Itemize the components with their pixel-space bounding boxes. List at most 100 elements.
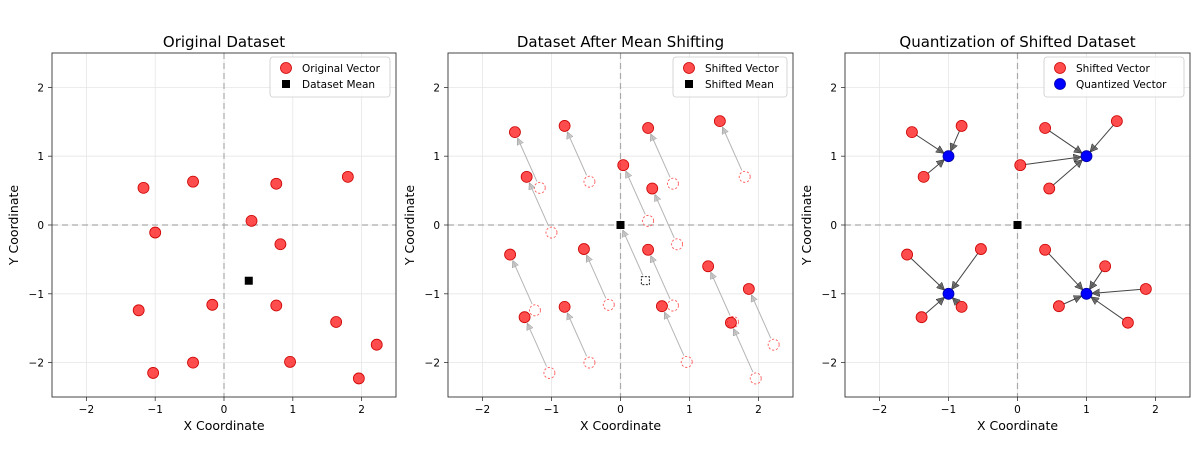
original-vector-ghost [767, 338, 780, 351]
quantization-arrow [952, 252, 979, 289]
legend-marker [1054, 62, 1066, 74]
shifted-vector-point [1039, 243, 1051, 256]
quantization-arrow [1048, 130, 1081, 153]
original-vector-ghost [545, 226, 558, 239]
shift-arrow [527, 324, 548, 367]
x-tick-label: −1 [941, 404, 956, 416]
quantization-arrow [925, 298, 944, 315]
original-vector-ghost [533, 181, 546, 194]
original-vector-point [330, 316, 343, 328]
y-tick-label: −2 [822, 358, 837, 370]
original-vector-point [132, 304, 145, 317]
panel-mean-shifting: −2 −1 0 1 2 −2 −1 0 1 2 Dataset After Mean Shifti… [402, 33, 794, 433]
original-vector-point [149, 226, 162, 239]
original-vector-ghost [543, 366, 556, 379]
quantization-arrow [910, 257, 944, 290]
shift-arrow [513, 261, 533, 305]
y-tick-label: 2 [37, 82, 44, 94]
shift-arrow [665, 313, 685, 356]
x-axis-label: X Coordinate [183, 418, 264, 433]
quantized-vector-point [942, 150, 955, 163]
shifted-vector-point [656, 300, 668, 313]
legend-label-original-vector: Original Vector [302, 63, 381, 75]
shifted-vector-point [1053, 300, 1065, 313]
shifted-vector-point [520, 170, 533, 183]
shifted-mean-marker [1013, 221, 1022, 229]
shift-arrow [711, 273, 731, 316]
legend-marker [1054, 78, 1066, 90]
original-vector-ghost [642, 214, 655, 227]
original-vector-ghost [583, 175, 596, 188]
quantization-arrow [1092, 289, 1141, 293]
shifted-vector-point [975, 243, 987, 255]
shift-arrow [530, 183, 550, 227]
x-tick-label: 1 [289, 404, 296, 416]
original-vector-point [284, 356, 296, 368]
x-tick-label: 2 [358, 404, 365, 416]
shift-arrow [651, 256, 671, 300]
quantized-vector-point [1080, 287, 1093, 300]
x-tick-label: −1 [544, 404, 559, 416]
original-vector-ghost [602, 298, 615, 311]
original-vector-point [274, 238, 287, 251]
x-tick-label: −2 [79, 404, 94, 416]
y-tick-label: 1 [830, 151, 837, 163]
quantization-arrow [1052, 160, 1082, 186]
y-tick-label: 2 [830, 82, 837, 94]
shifted-vector-point [1099, 260, 1112, 273]
shifted-vector-point [702, 260, 715, 273]
data-marks [901, 115, 1152, 329]
shift-arrow [587, 255, 607, 299]
original-vector-ghost [666, 299, 679, 312]
quantization-arrow [1090, 270, 1103, 288]
original-vector-ghost [671, 238, 684, 251]
y-axis-label: Y Coordinate [799, 185, 814, 266]
quantization-arrow [1063, 296, 1081, 305]
shifted-vector-point [646, 182, 659, 195]
shifted-vector-point [617, 159, 630, 172]
legend-marker [282, 80, 290, 88]
y-tick-label: −2 [29, 358, 44, 370]
y-tick-label: −2 [425, 358, 440, 370]
shifted-vector-point [1039, 122, 1051, 134]
plot-area: −2 −1 0 1 2 −2 −1 0 1 2 [29, 52, 397, 416]
shifted-vector-point [578, 243, 590, 255]
shifted-vector-point [742, 283, 755, 295]
plot-area: −2 −1 0 1 2 −2 −1 0 1 2 [425, 52, 794, 416]
mean-shift-arrow [623, 230, 644, 276]
x-tick-label: 1 [1083, 404, 1090, 416]
x-tick-label: −2 [872, 404, 887, 416]
original-vector-point [341, 170, 354, 183]
legend-label-quantized-vector: Quantized Vector [1076, 79, 1167, 91]
shifted-vector-point [1014, 159, 1027, 172]
shift-arrow [567, 132, 588, 176]
legend-label-dataset-mean: Dataset Mean [302, 79, 375, 91]
y-tick-label: 1 [37, 151, 44, 163]
original-vector-ghost [749, 372, 762, 385]
shifted-vector-point [915, 311, 928, 324]
shifted-vector-point [642, 243, 654, 256]
shifted-vector-point [509, 126, 521, 139]
legend [269, 56, 391, 98]
shifted-vector-point [955, 300, 968, 313]
x-tick-label: 2 [1152, 404, 1159, 416]
data-marks [504, 115, 780, 385]
y-tick-label: −1 [425, 289, 440, 301]
shift-arrow [626, 172, 646, 215]
y-tick-label: 1 [433, 151, 440, 163]
shifted-vector-point [713, 115, 726, 128]
shift-arrow [734, 329, 754, 373]
original-vector-point [370, 338, 383, 351]
y-tick-label: −1 [29, 289, 44, 301]
shift-arrow [723, 128, 743, 171]
y-tick-label: 0 [433, 220, 440, 232]
shift-arrow [518, 139, 538, 182]
quantization-arrow [1090, 124, 1114, 152]
x-axis-label: X Coordinate [580, 418, 661, 433]
original-vector-point [206, 298, 219, 311]
shifted-vector-point [725, 316, 737, 329]
y-tick-label: −1 [822, 289, 837, 301]
shift-arrow [655, 195, 675, 239]
original-vector-point [270, 299, 283, 312]
quantized-vector-point [942, 287, 955, 300]
